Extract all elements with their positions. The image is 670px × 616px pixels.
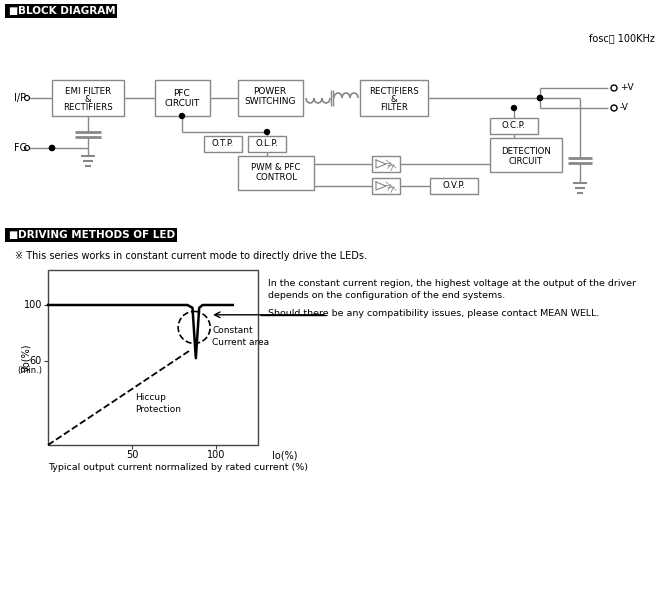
Text: FILTER: FILTER [380,103,408,113]
Text: Should there be any compatibility issues, please contact MEAN WELL.: Should there be any compatibility issues… [268,309,600,318]
Text: ■: ■ [8,230,17,240]
Text: Hiccup: Hiccup [135,393,166,402]
Text: DRIVING METHODS OF LED MODULE: DRIVING METHODS OF LED MODULE [18,230,228,240]
Text: 50: 50 [126,450,138,460]
Text: &: & [84,95,91,105]
Text: Constant: Constant [212,326,253,334]
Text: 100: 100 [23,300,42,310]
Text: -V: -V [620,103,629,113]
Text: I/P: I/P [14,93,26,103]
Text: O.L.P.: O.L.P. [256,139,278,148]
Text: O.T.P.: O.T.P. [212,139,234,148]
Text: Vo(%): Vo(%) [21,343,31,371]
Text: (min.): (min.) [17,365,42,375]
Bar [430,178,478,194]
Text: ※ This series works in constant current mode to directly drive the LEDs.: ※ This series works in constant current … [15,251,367,261]
Text: SWITCHING: SWITCHING [245,97,295,107]
Bar [490,138,562,172]
Bar [372,156,400,172]
Text: Typical output current normalized by rated current (%): Typical output current normalized by rat… [48,463,308,471]
Circle shape [180,113,184,118]
Bar [204,136,242,152]
Text: 100: 100 [207,450,225,460]
Text: BLOCK DIAGRAM: BLOCK DIAGRAM [18,6,116,16]
Bar [360,80,428,116]
Text: CIRCUIT: CIRCUIT [164,100,200,108]
Text: RECTIFIERS: RECTIFIERS [63,103,113,113]
Text: POWER: POWER [253,87,287,97]
Text: 60: 60 [29,356,42,366]
Text: RECTIFIERS: RECTIFIERS [369,87,419,97]
Bar [155,80,210,116]
Text: Current area: Current area [212,338,269,347]
Text: In the constant current region, the highest voltage at the output of the driver: In the constant current region, the high… [268,280,636,288]
Text: PFC: PFC [174,89,190,99]
Text: Protection: Protection [135,405,182,415]
Bar [238,80,303,116]
Bar [248,136,286,152]
Text: ■: ■ [8,6,17,16]
Text: PWM & PFC: PWM & PFC [251,163,301,172]
Bar [5,4,117,18]
Bar [238,156,314,190]
Circle shape [50,145,54,150]
Bar [52,80,124,116]
Bar [490,118,538,134]
Bar [5,228,177,242]
Circle shape [265,129,269,134]
Text: CIRCUIT: CIRCUIT [509,156,543,166]
Bar [372,178,400,194]
Text: O.C.P.: O.C.P. [502,121,526,131]
Text: FG: FG [14,143,27,153]
Text: depends on the configuration of the end systems.: depends on the configuration of the end … [268,291,505,301]
Circle shape [537,95,543,100]
Text: DETECTION: DETECTION [501,147,551,155]
Circle shape [511,105,517,110]
Text: +V: +V [620,84,634,92]
Circle shape [50,145,54,150]
Text: CONTROL: CONTROL [255,174,297,182]
Circle shape [537,95,543,100]
Text: O.V.P.: O.V.P. [443,182,466,190]
Bar [48,270,258,445]
Text: &: & [391,95,397,105]
Text: EMI FILTER: EMI FILTER [65,87,111,97]
Text: Io(%): Io(%) [272,450,297,460]
Text: fosc： 100KHz: fosc： 100KHz [589,33,655,43]
